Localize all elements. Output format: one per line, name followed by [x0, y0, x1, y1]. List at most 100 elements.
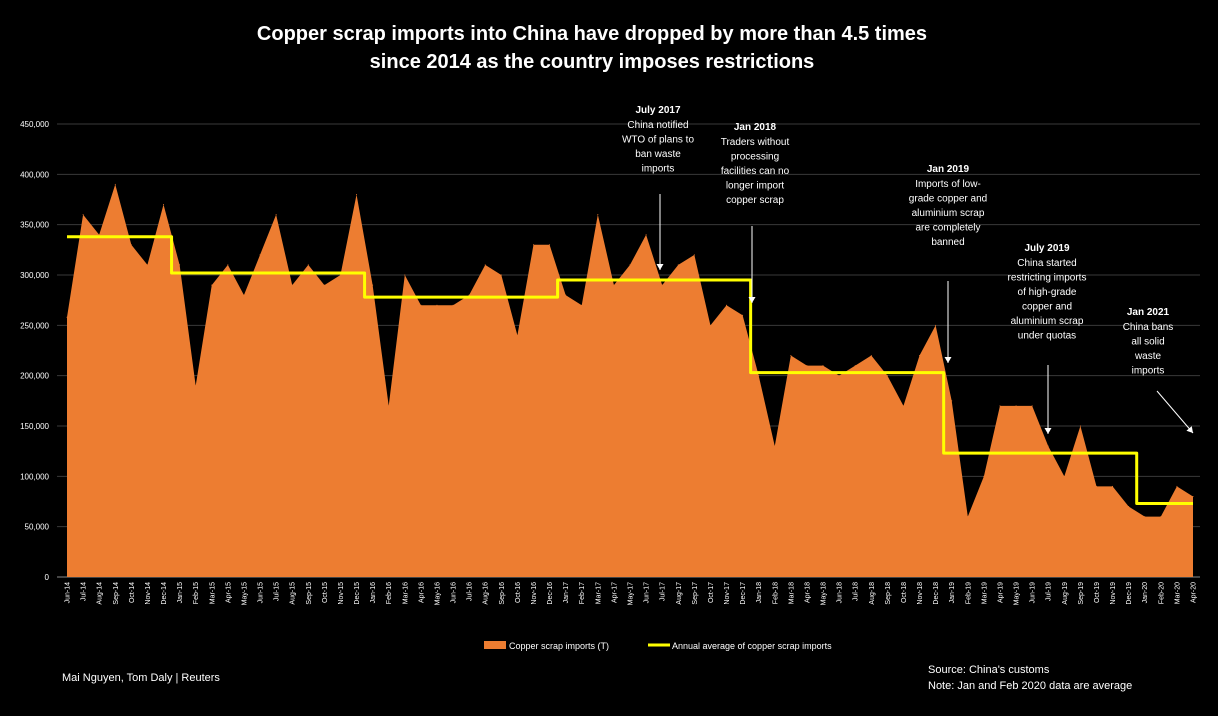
x-tick-label: Sep-17 [692, 582, 699, 605]
imports-point [372, 284, 374, 286]
imports-point [758, 375, 760, 377]
x-tick-label: May-18 [821, 582, 828, 605]
imports-point [436, 304, 438, 306]
x-tick-label: Dec-17 [740, 582, 747, 605]
x-tick-label: Dec-19 [1126, 582, 1133, 605]
x-tick-label: Oct-15 [322, 582, 329, 603]
annotation-line: copper and [1022, 302, 1072, 313]
annotation-heading: July 2017 [635, 105, 680, 116]
annotation-arrowhead [1044, 428, 1052, 434]
x-tick-label: Nov-18 [917, 582, 924, 605]
y-tick-label: 100,000 [20, 472, 49, 481]
imports-point [388, 405, 390, 407]
annotation-heading: Jan 2019 [927, 164, 970, 175]
imports-point [854, 365, 856, 367]
legend: Copper scrap imports (T) Annual average … [484, 641, 832, 651]
x-tick-label: Sep-14 [113, 582, 120, 605]
x-tick-label: Feb-17 [579, 582, 586, 604]
x-tick-label: Jun-19 [1030, 582, 1037, 604]
x-tick-label: Jun-14 [65, 582, 72, 604]
x-tick-label: Jun-16 [451, 582, 458, 604]
note-text: Note: Jan and Feb 2020 data are average [928, 680, 1133, 692]
annotation-arrowhead [656, 264, 664, 270]
annotation-heading: July 2019 [1024, 243, 1069, 254]
x-tick-label: Jul-16 [467, 582, 474, 601]
imports-point [983, 475, 985, 477]
x-tick-label: Jun-18 [837, 582, 844, 604]
y-tick-label: 450,000 [20, 120, 49, 129]
imports-point [581, 304, 583, 306]
imports-point [597, 214, 599, 216]
imports-point [500, 274, 502, 276]
x-tick-label: Sep-15 [306, 582, 313, 605]
annotation-line: China bans [1123, 322, 1174, 333]
x-tick-label: Jul-17 [660, 582, 667, 601]
imports-point [726, 304, 728, 306]
x-axis: Jun-14 Jul-14 Aug-14 Sep-14 Oct-14 Nov-14 Dec-… [65, 582, 1198, 605]
imports-point [549, 244, 551, 246]
x-tick-label: Jan-15 [177, 582, 184, 604]
x-tick-label: Aug-19 [1062, 582, 1069, 605]
y-tick-label: 350,000 [20, 221, 49, 230]
imports-point [259, 254, 261, 256]
x-tick-label: Apr-19 [997, 582, 1004, 603]
x-tick-label: Apr-20 [1191, 582, 1198, 603]
x-tick-label: Oct-19 [1094, 582, 1101, 603]
imports-area [67, 184, 1193, 577]
imports-point [211, 284, 213, 286]
imports-point [1031, 405, 1033, 407]
x-tick-label: Jan-16 [370, 582, 377, 604]
annotation-arrow [1156, 390, 1194, 434]
imports-point [774, 445, 776, 447]
imports-point [484, 264, 486, 266]
imports-point [468, 294, 470, 296]
imports-point [1128, 506, 1130, 508]
imports-point [243, 294, 245, 296]
imports-point [195, 385, 197, 387]
x-tick-label: Jan-17 [563, 582, 570, 604]
imports-point [1063, 475, 1065, 477]
imports-point [98, 234, 100, 236]
x-tick-label: May-16 [434, 582, 441, 605]
annotation-line: under quotas [1018, 331, 1076, 342]
imports-point [82, 214, 84, 216]
annotation-arrowhead [944, 357, 952, 363]
x-tick-label: Jan-20 [1142, 582, 1149, 604]
annotation-line: Traders without [721, 137, 790, 148]
imports-point [291, 284, 293, 286]
imports-point [275, 214, 277, 216]
imports-point [356, 193, 358, 195]
legend-label-imports: Copper scrap imports (T) [509, 641, 609, 651]
imports-point [613, 284, 615, 286]
x-tick-label: Nov-17 [724, 582, 731, 605]
x-tick-label: Jun-17 [644, 582, 651, 604]
x-tick-label: Apr-17 [611, 582, 618, 603]
x-tick-label: Aug-16 [483, 582, 490, 605]
annotation-arrowhead [748, 297, 756, 303]
y-tick-label: 200,000 [20, 372, 49, 381]
imports-point [838, 375, 840, 377]
imports-point [307, 264, 309, 266]
x-tick-label: Feb-15 [193, 582, 200, 604]
imports-point [902, 405, 904, 407]
x-tick-label: Dec-15 [354, 582, 361, 605]
x-tick-label: Jan-18 [756, 582, 763, 604]
annotation-line: processing [731, 152, 779, 163]
average-line-series [67, 235, 1193, 506]
imports-point [163, 204, 165, 206]
imports-point [629, 264, 631, 266]
imports-point [886, 375, 888, 377]
imports-point [452, 304, 454, 306]
x-tick-label: Nov-16 [531, 582, 538, 605]
annotation-line: restricting imports [1008, 273, 1087, 284]
annotation-line: Imports of low- [915, 179, 981, 190]
imports-point [870, 355, 872, 357]
annotation-line: waste [1134, 351, 1162, 362]
chart-title-line-1: Copper scrap imports into China have dro… [256, 23, 928, 45]
x-tick-label: Feb-19 [965, 582, 972, 604]
imports-point [999, 405, 1001, 407]
annotation-4: Jan 2021 China bans all solid waste imports [1123, 307, 1194, 434]
annotation-line: are completely [915, 223, 980, 234]
annotation-arrowhead [1186, 426, 1193, 433]
